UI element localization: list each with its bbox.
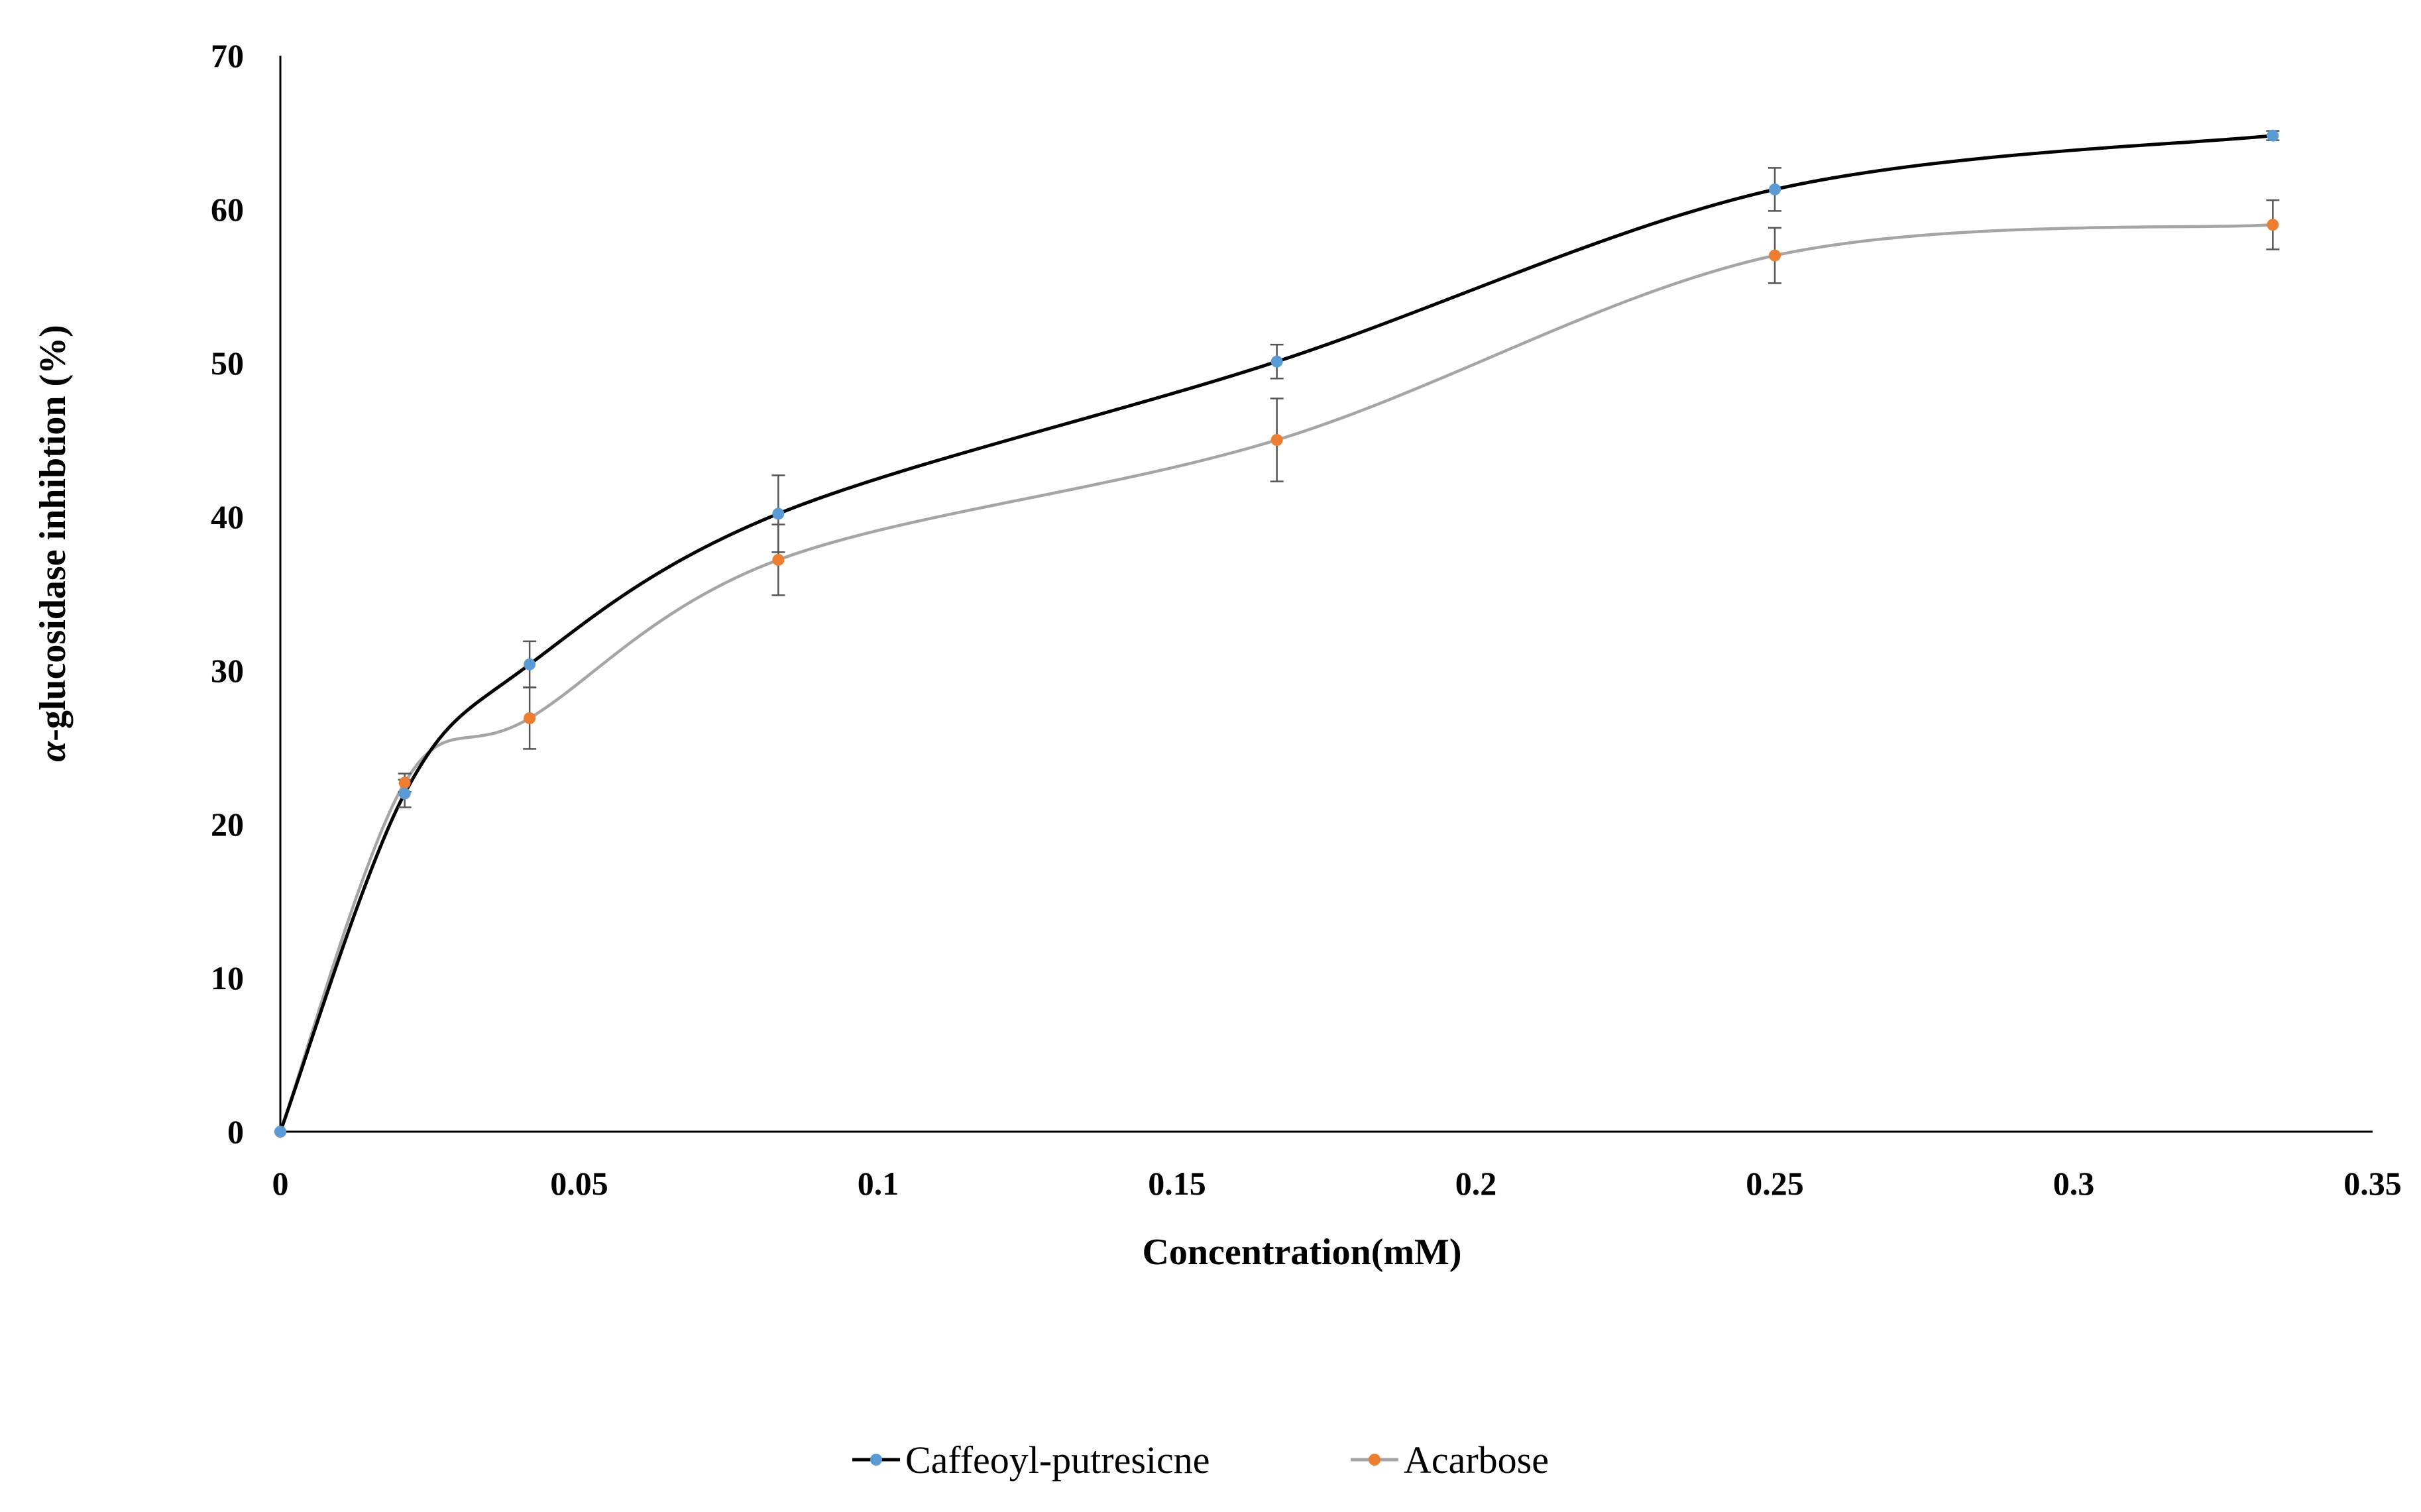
x-tick-label: 0.3	[2053, 1165, 2095, 1202]
data-point-acarbose	[398, 777, 411, 789]
data-point-caffeoyl-putresicne	[772, 508, 785, 520]
x-tick-label: 0.1	[858, 1165, 899, 1202]
legend-item-acarbose: Acarbose	[1351, 1438, 1549, 1482]
data-point-caffeoyl-putresicne	[2267, 129, 2279, 142]
data-point-acarbose	[2267, 219, 2279, 231]
x-tick-label: 0.25	[1746, 1165, 1804, 1202]
x-tick-label: 0.15	[1148, 1165, 1206, 1202]
x-axis-label: Concentration(mM)	[1142, 1232, 1461, 1273]
data-point-caffeoyl-putresicne	[398, 787, 411, 800]
plot-area	[274, 129, 2280, 1138]
legend-marker-swatch	[1369, 1454, 1380, 1466]
data-point-acarbose	[1769, 249, 1781, 262]
legend-label: Acarbose	[1404, 1438, 1549, 1482]
legend-item-caffeoyl-putresicne: Caffeoyl-putresicne	[852, 1438, 1210, 1482]
y-axis-label-greek: α	[32, 741, 74, 762]
data-point-acarbose	[524, 712, 536, 724]
x-tick-label: 0.05	[550, 1165, 608, 1202]
data-point-caffeoyl-putresicne	[1769, 183, 1781, 195]
legend-marker-swatch	[870, 1454, 882, 1466]
x-tick-labels: 0 0.05 0.1 0.15 0.2 0.25 0.3 0.35	[272, 1165, 2402, 1202]
legend-label: Caffeoyl-putresicne	[905, 1438, 1210, 1482]
x-tick-label: 0.35	[2343, 1165, 2402, 1202]
y-tick-label: 30	[211, 652, 244, 689]
x-tick-label: 0	[272, 1165, 289, 1202]
y-tick-label: 20	[211, 806, 244, 843]
y-tick-label: 50	[211, 345, 244, 382]
data-point-caffeoyl-putresicne	[524, 658, 536, 671]
y-tick-label: 70	[211, 37, 244, 74]
y-tick-label: 10	[211, 959, 244, 997]
y-tick-label: 40	[211, 498, 244, 535]
data-point-caffeoyl-putresicne	[1270, 355, 1283, 368]
y-tick-label: 60	[211, 191, 244, 228]
data-point-caffeoyl-putresicne	[274, 1126, 286, 1138]
axes	[279, 56, 2373, 1133]
data-point-acarbose	[1270, 434, 1283, 446]
y-axis-label: α-glucosidase inhibtion (%)	[32, 325, 74, 762]
legend: Caffeoyl-putresicne Acarbose	[852, 1438, 1549, 1482]
data-point-acarbose	[772, 553, 785, 566]
series-line-caffeoyl-putresicne	[278, 134, 2273, 1132]
x-tick-label: 0.2	[1455, 1165, 1497, 1202]
y-tick-labels: 0 10 20 30 40 50 60 70	[211, 37, 244, 1150]
y-tick-label: 0	[227, 1113, 244, 1150]
y-axis-label-text: -glucosidase inhibtion (%)	[32, 325, 74, 741]
